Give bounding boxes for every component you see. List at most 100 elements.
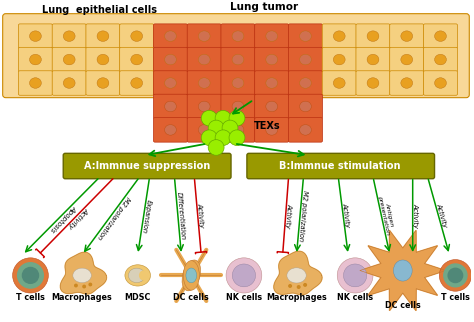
Circle shape	[337, 258, 373, 293]
FancyBboxPatch shape	[52, 47, 86, 72]
Ellipse shape	[300, 125, 311, 135]
Ellipse shape	[131, 31, 143, 42]
Circle shape	[89, 283, 91, 286]
FancyBboxPatch shape	[187, 24, 221, 48]
FancyBboxPatch shape	[322, 71, 356, 95]
Ellipse shape	[164, 125, 176, 135]
Circle shape	[75, 284, 77, 287]
Polygon shape	[360, 231, 446, 311]
FancyBboxPatch shape	[255, 24, 289, 48]
FancyBboxPatch shape	[187, 118, 221, 142]
Ellipse shape	[131, 78, 143, 88]
Ellipse shape	[367, 31, 379, 42]
Ellipse shape	[131, 54, 143, 65]
FancyBboxPatch shape	[255, 47, 289, 72]
FancyBboxPatch shape	[390, 71, 424, 95]
Ellipse shape	[367, 54, 379, 65]
FancyBboxPatch shape	[221, 118, 255, 142]
FancyBboxPatch shape	[120, 24, 154, 48]
Ellipse shape	[164, 101, 176, 112]
Text: Apoptosis: Apoptosis	[49, 204, 78, 232]
FancyBboxPatch shape	[187, 71, 221, 95]
Ellipse shape	[198, 54, 210, 65]
Text: Lung  epithelial cells: Lung epithelial cells	[43, 5, 157, 15]
Ellipse shape	[232, 54, 244, 65]
Text: Activity: Activity	[342, 203, 351, 228]
FancyBboxPatch shape	[423, 24, 457, 48]
Ellipse shape	[29, 78, 41, 88]
Ellipse shape	[401, 78, 413, 88]
Ellipse shape	[266, 78, 278, 88]
FancyBboxPatch shape	[289, 94, 322, 119]
Ellipse shape	[198, 101, 210, 112]
FancyBboxPatch shape	[255, 118, 289, 142]
Ellipse shape	[435, 78, 447, 88]
Circle shape	[297, 286, 300, 288]
FancyBboxPatch shape	[154, 118, 188, 142]
FancyBboxPatch shape	[154, 71, 188, 95]
FancyBboxPatch shape	[154, 24, 188, 48]
FancyBboxPatch shape	[356, 47, 390, 72]
Ellipse shape	[97, 31, 109, 42]
Ellipse shape	[164, 78, 176, 88]
Circle shape	[201, 110, 217, 126]
FancyBboxPatch shape	[221, 94, 255, 119]
Ellipse shape	[232, 125, 244, 135]
FancyBboxPatch shape	[221, 71, 255, 95]
FancyBboxPatch shape	[86, 24, 120, 48]
Ellipse shape	[333, 31, 345, 42]
FancyBboxPatch shape	[187, 94, 221, 119]
FancyBboxPatch shape	[18, 47, 53, 72]
Text: Activity: Activity	[67, 206, 90, 230]
FancyBboxPatch shape	[356, 24, 390, 48]
Polygon shape	[60, 252, 107, 294]
Ellipse shape	[435, 54, 447, 65]
Text: Antigen
presentation: Antigen presentation	[377, 194, 396, 235]
Ellipse shape	[128, 268, 145, 283]
Ellipse shape	[164, 31, 176, 42]
FancyBboxPatch shape	[154, 94, 188, 119]
Circle shape	[289, 285, 292, 287]
Text: Macrophages: Macrophages	[52, 293, 112, 302]
FancyBboxPatch shape	[18, 24, 53, 48]
Ellipse shape	[182, 260, 201, 291]
Ellipse shape	[401, 31, 413, 42]
FancyBboxPatch shape	[255, 94, 289, 119]
Circle shape	[222, 120, 238, 136]
Ellipse shape	[232, 78, 244, 88]
FancyBboxPatch shape	[356, 71, 390, 95]
Ellipse shape	[183, 260, 200, 290]
Ellipse shape	[64, 78, 75, 88]
FancyBboxPatch shape	[322, 24, 356, 48]
FancyBboxPatch shape	[86, 71, 120, 95]
Text: Activity: Activity	[197, 203, 205, 228]
Ellipse shape	[64, 31, 75, 42]
Ellipse shape	[300, 78, 311, 88]
Circle shape	[201, 130, 217, 146]
Polygon shape	[274, 251, 322, 295]
FancyBboxPatch shape	[187, 47, 221, 72]
FancyBboxPatch shape	[289, 118, 322, 142]
Text: T cells: T cells	[441, 293, 470, 302]
Ellipse shape	[333, 54, 345, 65]
Circle shape	[208, 120, 224, 136]
FancyBboxPatch shape	[18, 71, 53, 95]
Ellipse shape	[393, 260, 412, 281]
FancyBboxPatch shape	[3, 14, 469, 98]
Text: Activity: Activity	[413, 204, 419, 228]
Circle shape	[83, 285, 85, 288]
Ellipse shape	[198, 78, 210, 88]
FancyBboxPatch shape	[86, 47, 120, 72]
Ellipse shape	[186, 268, 197, 283]
Text: Activity: Activity	[285, 204, 292, 229]
Ellipse shape	[401, 54, 413, 65]
Ellipse shape	[73, 268, 91, 283]
FancyBboxPatch shape	[289, 24, 322, 48]
Text: MDSC: MDSC	[125, 293, 151, 302]
Circle shape	[229, 110, 245, 126]
Circle shape	[344, 264, 367, 287]
Ellipse shape	[266, 125, 278, 135]
FancyBboxPatch shape	[423, 47, 457, 72]
Ellipse shape	[164, 54, 176, 65]
Circle shape	[448, 268, 463, 282]
